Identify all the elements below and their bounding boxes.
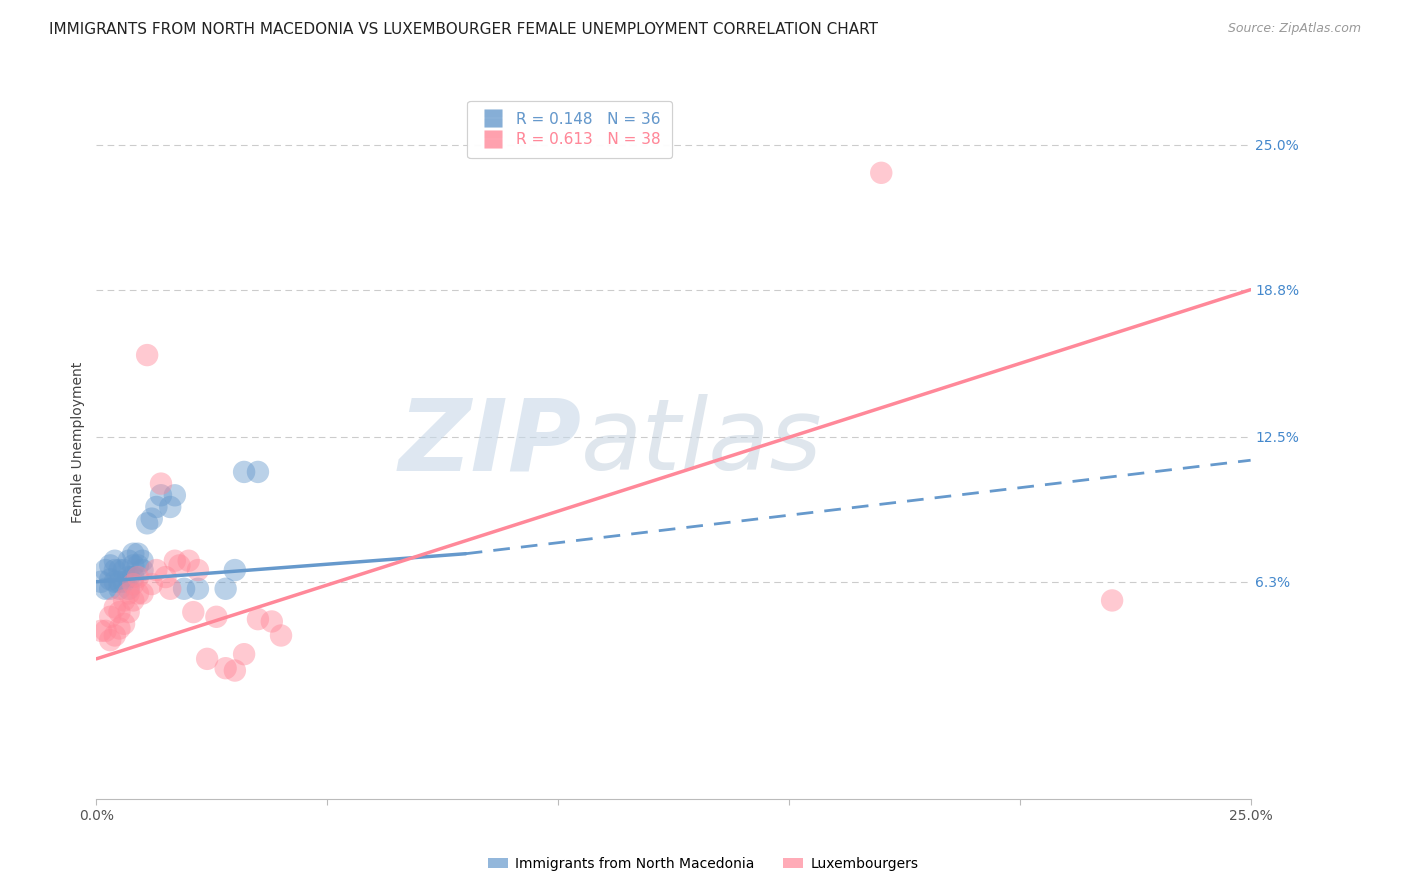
Point — [131, 586, 153, 600]
Point — [98, 558, 121, 573]
Point — [169, 558, 191, 573]
Text: ZIP: ZIP — [398, 394, 581, 491]
Point — [127, 558, 149, 573]
Y-axis label: Female Unemployment: Female Unemployment — [72, 362, 86, 524]
Point — [122, 558, 145, 573]
Point — [127, 586, 149, 600]
Point — [163, 554, 186, 568]
Point — [145, 563, 167, 577]
Point — [98, 609, 121, 624]
Point — [1101, 593, 1123, 607]
Point — [870, 166, 893, 180]
Point — [177, 554, 200, 568]
Point — [122, 577, 145, 591]
Point — [233, 465, 256, 479]
Point — [98, 573, 121, 587]
Point — [159, 582, 181, 596]
Point — [94, 582, 117, 596]
Text: Source: ZipAtlas.com: Source: ZipAtlas.com — [1227, 22, 1361, 36]
Point — [98, 633, 121, 648]
Point — [108, 582, 131, 596]
Point — [118, 570, 141, 584]
Point — [112, 563, 135, 577]
Point — [112, 593, 135, 607]
Point — [155, 570, 177, 584]
Point — [104, 563, 127, 577]
Point — [159, 500, 181, 514]
Point — [173, 582, 195, 596]
Point — [90, 574, 112, 589]
Point — [187, 563, 209, 577]
Point — [195, 652, 218, 666]
Point — [163, 488, 186, 502]
Point — [108, 605, 131, 619]
Point — [205, 609, 228, 624]
Point — [270, 628, 292, 642]
Point — [141, 511, 163, 525]
Point — [224, 563, 246, 577]
Point — [214, 661, 236, 675]
Point — [90, 624, 112, 638]
Point — [181, 605, 204, 619]
Point — [104, 574, 127, 589]
Point — [118, 586, 141, 600]
Point — [94, 563, 117, 577]
Point — [145, 500, 167, 514]
Point — [131, 563, 153, 577]
Point — [118, 582, 141, 596]
Point — [122, 547, 145, 561]
Point — [260, 615, 283, 629]
Point — [118, 554, 141, 568]
Point — [112, 574, 135, 589]
Point — [127, 570, 149, 584]
Point — [246, 465, 269, 479]
Point — [246, 612, 269, 626]
Legend: Immigrants from North Macedonia, Luxembourgers: Immigrants from North Macedonia, Luxembo… — [482, 851, 924, 876]
Text: IMMIGRANTS FROM NORTH MACEDONIA VS LUXEMBOURGER FEMALE UNEMPLOYMENT CORRELATION : IMMIGRANTS FROM NORTH MACEDONIA VS LUXEM… — [49, 22, 879, 37]
Point — [131, 554, 153, 568]
Point — [108, 574, 131, 589]
Text: atlas: atlas — [581, 394, 823, 491]
Point — [122, 570, 145, 584]
Point — [136, 348, 159, 362]
Point — [104, 628, 127, 642]
Point — [122, 593, 145, 607]
Point — [150, 488, 173, 502]
Point — [150, 476, 173, 491]
Point — [187, 582, 209, 596]
Point — [108, 563, 131, 577]
Point — [112, 616, 135, 631]
Point — [104, 600, 127, 615]
Legend: R = 0.148   N = 36, R = 0.613   N = 38: R = 0.148 N = 36, R = 0.613 N = 38 — [468, 101, 672, 158]
Point — [104, 554, 127, 568]
Point — [127, 547, 149, 561]
Point — [98, 582, 121, 596]
Point — [141, 577, 163, 591]
Point — [108, 622, 131, 636]
Point — [94, 624, 117, 638]
Point — [224, 664, 246, 678]
Point — [233, 647, 256, 661]
Point — [136, 516, 159, 531]
Point — [118, 605, 141, 619]
Point — [214, 582, 236, 596]
